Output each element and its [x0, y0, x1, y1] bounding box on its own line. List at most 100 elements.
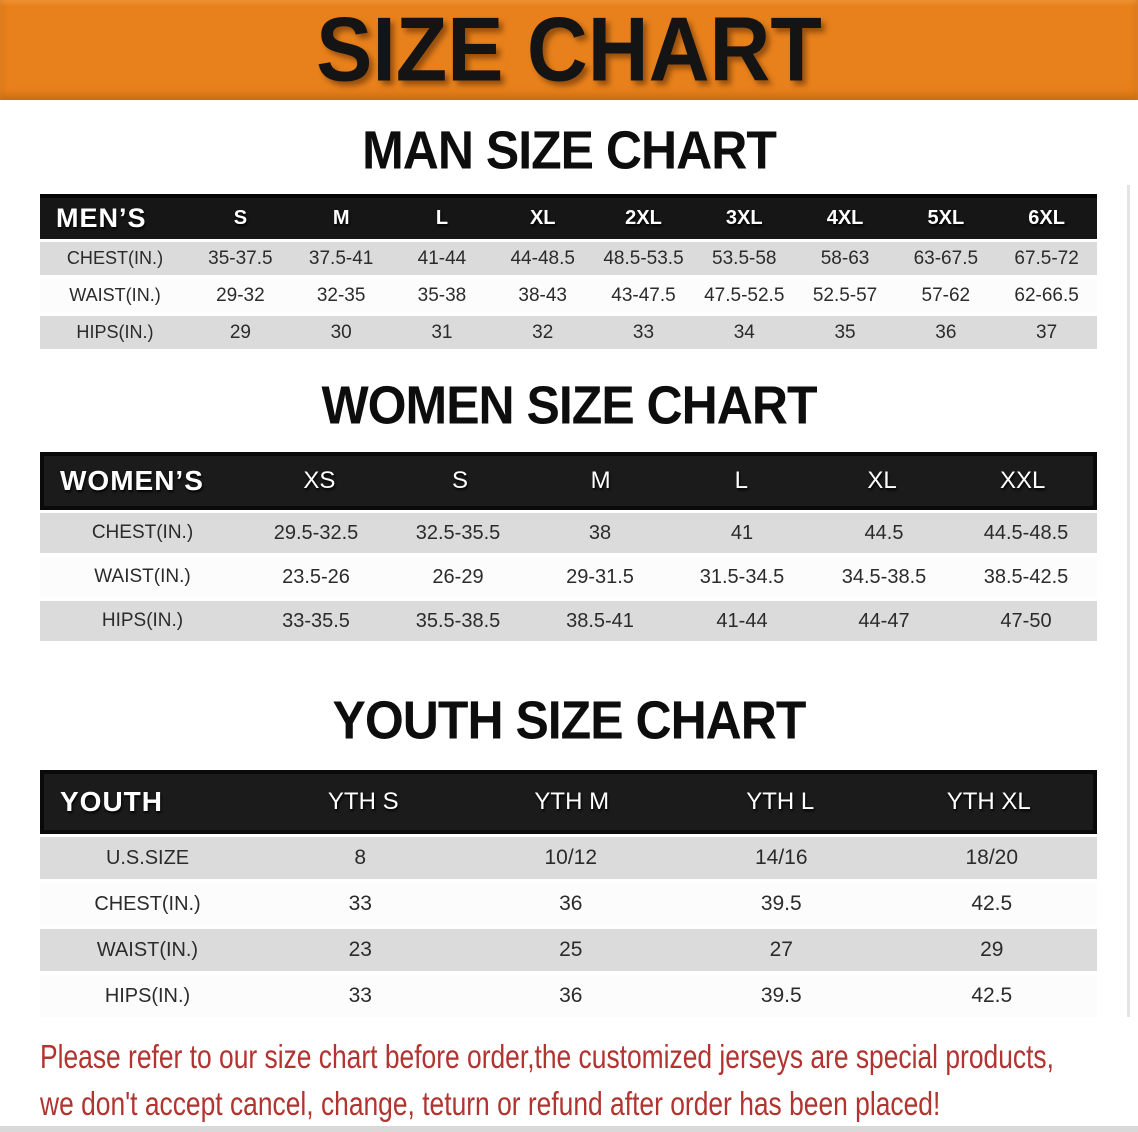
men-table-header-row: MEN’S S M L XL 2XL 3XL 4XL 5XL 6XL: [40, 194, 1097, 239]
youth-cell-value: 39.5: [760, 984, 802, 1007]
men-cell-value: 52.5-57: [812, 284, 878, 306]
women-cell-value: 33-35.5: [282, 609, 350, 632]
youth-table-header-row: YOUTH YTH S YTH M YTH L YTH XL: [40, 770, 1097, 834]
men-table-row: HIPS(IN.) 29 30 31 32 33 34 35 36 37: [40, 316, 1097, 349]
youth-cell-value: 42.5: [971, 984, 1013, 1007]
women-cell-value: 38.5-42.5: [983, 565, 1069, 588]
women-cell-value: 41-44: [716, 609, 768, 632]
women-column-header: S: [451, 467, 468, 494]
men-row-label: HIPS(IN.): [76, 322, 154, 342]
youth-section-heading-text: YOUTH SIZE CHART: [332, 689, 807, 751]
men-column-header: S: [233, 207, 248, 229]
men-cell-value: 43-47.5: [611, 284, 676, 306]
men-cell-value: 38-43: [518, 284, 568, 306]
right-edge-line: [1127, 185, 1130, 1017]
banner: SIZE CHART: [0, 0, 1138, 100]
women-column-header: L: [734, 467, 748, 494]
men-cell-value: 48.5-53.5: [603, 247, 684, 269]
youth-cell-value: 14/16: [754, 846, 808, 869]
men-column-header: L: [435, 207, 449, 229]
youth-cell-value: 25: [559, 938, 583, 961]
men-table-row: WAIST(IN.) 29-32 32-35 35-38 38-43 43-47.5 47.…: [40, 279, 1097, 312]
women-table-row: CHEST(IN.) 29.5-32.5 32.5-35.5 38 41 44.5 44.5…: [40, 513, 1097, 553]
men-cell-value: 53.5-58: [712, 247, 777, 269]
women-cell-value: 35.5-38.5: [415, 609, 501, 632]
youth-cell-value: 8: [354, 846, 367, 869]
men-cell-value: 36: [935, 321, 957, 343]
youth-corner-label: YOUTH: [60, 786, 163, 817]
youth-row-label: HIPS(IN.): [104, 984, 191, 1007]
women-column-header: XS: [303, 467, 336, 494]
youth-row-label: CHEST(IN.): [94, 892, 201, 915]
women-cell-value: 29.5-32.5: [273, 521, 359, 544]
men-row-label: WAIST(IN.): [69, 285, 161, 305]
women-row-label: HIPS(IN.): [101, 610, 184, 631]
youth-cell-value: 36: [559, 984, 583, 1007]
women-cell-value: 26-29: [432, 565, 484, 588]
men-cell-value: 63-67.5: [913, 247, 979, 269]
men-cell-value: 34: [733, 321, 755, 343]
youth-cell-value: 33: [348, 984, 372, 1007]
men-cell-value: 57-62: [921, 284, 971, 306]
women-table-header-row: WOMEN’S XS S M L XL XXL: [40, 452, 1097, 510]
youth-table-row: WAIST(IN.) 23 25 27 29: [40, 929, 1097, 971]
youth-size-table: YOUTH YTH S YTH M YTH L YTH XL U.S.SIZE 8 10/12…: [40, 770, 1097, 1017]
youth-column-header: YTH XL: [946, 788, 1031, 815]
men-column-header: M: [332, 207, 350, 229]
youth-cell-value: 27: [769, 938, 793, 961]
youth-column-header: YTH L: [746, 788, 815, 815]
women-cell-value: 38: [588, 521, 612, 544]
youth-cell-value: 42.5: [971, 892, 1013, 915]
men-cell-value: 44-48.5: [510, 247, 575, 269]
women-column-header: M: [590, 467, 611, 494]
women-size-table: WOMEN’S XS S M L XL XXL CHEST(IN.) 29.5-32.5 32.5…: [40, 452, 1097, 641]
men-cell-value: 47.5-52.5: [704, 284, 785, 306]
men-column-header: 3XL: [725, 207, 763, 229]
youth-section-heading: YOUTH SIZE CHART: [0, 689, 1138, 751]
men-column-header: 6XL: [1028, 207, 1065, 229]
women-cell-value: 23.5-26: [282, 565, 350, 588]
youth-table-row: HIPS(IN.) 33 36 39.5 42.5: [40, 975, 1097, 1017]
men-cell-value: 30: [330, 321, 352, 343]
men-column-header: XL: [529, 207, 556, 229]
men-cell-value: 35-38: [417, 284, 467, 306]
banner-title: SIZE CHART: [316, 0, 822, 100]
men-cell-value: 29: [229, 321, 251, 343]
youth-cell-value: 39.5: [760, 892, 802, 915]
women-table-row: WAIST(IN.) 23.5-26 26-29 29-31.5 31.5-34.5 34…: [40, 557, 1097, 597]
women-corner-label: WOMEN’S: [60, 465, 204, 496]
disclaimer-line-2: we don't accept cancel, change, teturn o…: [40, 1085, 941, 1122]
men-section-heading-text: MAN SIZE CHART: [362, 119, 777, 181]
men-cell-value: 35-37.5: [208, 247, 273, 269]
youth-cell-value: 18/20: [965, 846, 1019, 869]
men-cell-value: 62-66.5: [1014, 284, 1079, 306]
women-cell-value: 41: [730, 521, 754, 544]
women-table-row: HIPS(IN.) 33-35.5 35.5-38.5 38.5-41 41-44 44-…: [40, 601, 1097, 641]
youth-row-label: U.S.SIZE: [105, 846, 190, 869]
youth-table-row: CHEST(IN.) 33 36 39.5 42.5: [40, 883, 1097, 925]
men-column-header: 4XL: [826, 207, 864, 229]
men-cell-value: 67.5-72: [1014, 247, 1079, 269]
men-row-label: CHEST(IN.): [66, 248, 164, 268]
women-cell-value: 44-47: [858, 609, 910, 632]
youth-cell-value: 23: [348, 938, 372, 961]
men-cell-value: 32-35: [316, 284, 366, 306]
men-cell-value: 37: [1036, 321, 1058, 343]
youth-column-header: YTH S: [327, 788, 399, 815]
men-size-table: MEN’S S M L XL 2XL 3XL 4XL 5XL 6XL CHEST(IN.) 35-37…: [40, 194, 1097, 349]
women-cell-value: 44.5-48.5: [983, 521, 1069, 544]
women-row-label: CHEST(IN.): [91, 522, 194, 543]
men-corner-label: MEN’S: [56, 203, 147, 233]
women-cell-value: 38.5-41: [566, 609, 634, 632]
youth-cell-value: 33: [348, 892, 372, 915]
disclaimer-line-1: Please refer to our size chart before or…: [40, 1038, 1054, 1075]
men-cell-value: 37.5-41: [308, 247, 374, 269]
men-cell-value: 29-32: [216, 284, 265, 306]
men-cell-value: 32: [532, 321, 554, 343]
men-cell-value: 35: [834, 321, 856, 343]
women-column-header: XXL: [999, 467, 1046, 494]
disclaimer-note: Please refer to our size chart before or…: [0, 1033, 1138, 1127]
men-cell-value: 41-44: [417, 247, 467, 269]
youth-row-label: WAIST(IN.): [96, 938, 199, 961]
